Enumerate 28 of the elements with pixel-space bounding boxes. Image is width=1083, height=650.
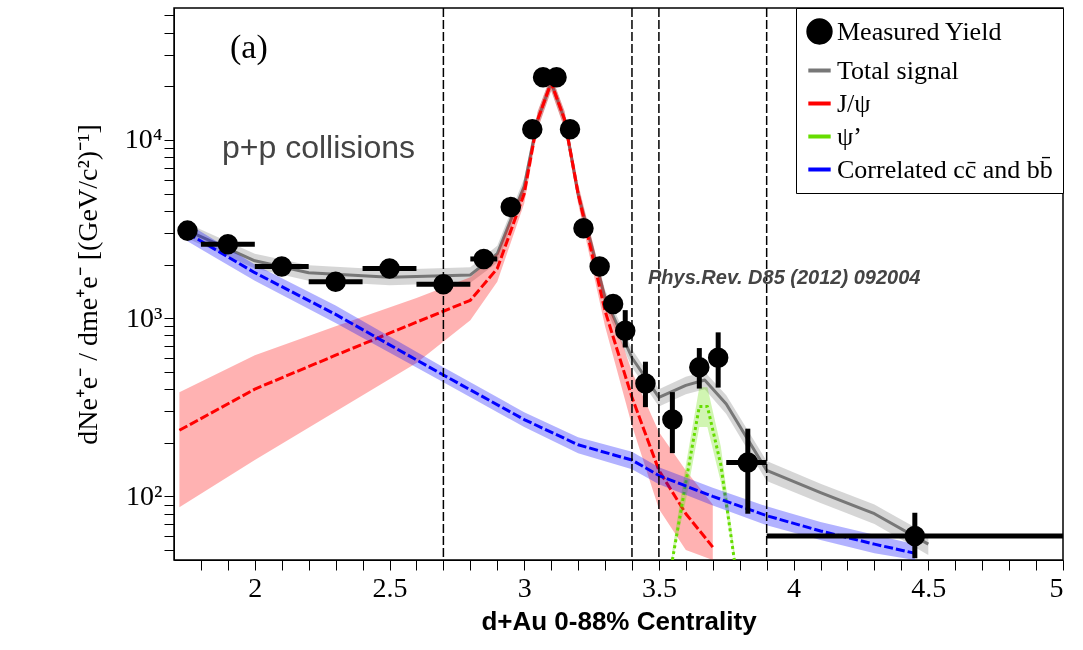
- point: [500, 196, 521, 218]
- annotation: Phys.Rev. D85 (2012) 092004: [648, 266, 921, 288]
- y-tick-label: 10⁴: [124, 123, 163, 155]
- x-tick-label: 4.5: [911, 571, 947, 603]
- legend-label: Total signal: [837, 55, 959, 85]
- x-tick-label: 3: [517, 571, 532, 603]
- point: [559, 118, 581, 140]
- y-tick-label: 10³: [126, 301, 163, 333]
- legend-label: Correlated cc̄ and bb̄: [837, 154, 1053, 184]
- point: [177, 220, 198, 241]
- annotation: (a): [230, 28, 268, 66]
- x-tick-label: 2.5: [372, 571, 408, 603]
- legend-label: ψ’: [837, 121, 862, 151]
- annotation: p+p collisions: [222, 129, 415, 165]
- y-tick-label: 10²: [126, 479, 163, 511]
- point: [522, 118, 543, 140]
- x-axis-title: d+Au 0-88% Centrality: [481, 605, 758, 636]
- point: [589, 256, 610, 277]
- x-tick-label: 5: [1049, 571, 1064, 603]
- point: [602, 293, 624, 315]
- legend-label: J/ψ: [837, 88, 871, 118]
- point: [546, 66, 567, 88]
- x-tick-label: 2: [248, 571, 263, 603]
- point: [573, 217, 594, 239]
- y-axis-title: dNe⁺e⁻ / dme⁺e⁻ [(GeV/c²)⁻¹]: [71, 124, 103, 445]
- x-tick-label: 4: [787, 571, 802, 603]
- x-tick-label: 3.5: [641, 571, 677, 603]
- legend-label: Measured Yield: [837, 16, 1002, 46]
